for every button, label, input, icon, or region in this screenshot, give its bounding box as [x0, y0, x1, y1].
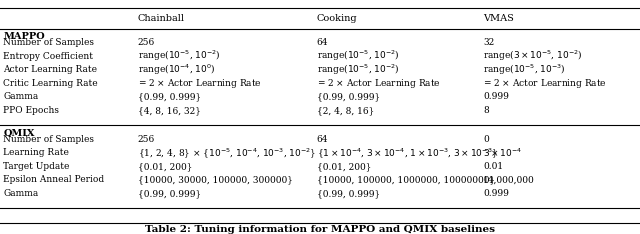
Text: Target Update: Target Update [3, 162, 70, 171]
Text: = 2 $\times$ Actor Learning Rate: = 2 $\times$ Actor Learning Rate [138, 77, 262, 90]
Text: range($10^{-4}$, $10^{0}$): range($10^{-4}$, $10^{0}$) [138, 62, 215, 77]
Text: 32: 32 [483, 38, 495, 47]
Text: {1, 2, 4, 8} $\times$ {$10^{-5}$, $10^{-4}$, $10^{-3}$, $10^{-2}$}: {1, 2, 4, 8} $\times$ {$10^{-5}$, $10^{-… [138, 146, 316, 160]
Text: QMIX: QMIX [3, 129, 35, 138]
Text: 0: 0 [483, 135, 489, 144]
Text: Epsilon Anneal Period: Epsilon Anneal Period [3, 176, 104, 184]
Text: Entropy Coefficient: Entropy Coefficient [3, 52, 93, 61]
Text: Cooking: Cooking [317, 14, 357, 23]
Text: 64: 64 [317, 38, 328, 47]
Text: 64: 64 [317, 135, 328, 144]
Text: = 2 $\times$ Actor Learning Rate: = 2 $\times$ Actor Learning Rate [483, 77, 607, 90]
Text: 0.01: 0.01 [483, 162, 503, 171]
Text: {$1 \times 10^{-4}$, $3 \times 10^{-4}$, $1 \times 10^{-3}$, $3 \times 10^{-3}$}: {$1 \times 10^{-4}$, $3 \times 10^{-4}$,… [317, 146, 497, 160]
Text: $3 \times 10^{-4}$: $3 \times 10^{-4}$ [483, 147, 522, 159]
Text: range($10^{-5}$, $10^{-2}$): range($10^{-5}$, $10^{-2}$) [317, 49, 399, 63]
Text: {0.99, 0.999}: {0.99, 0.999} [317, 189, 380, 198]
Text: Number of Samples: Number of Samples [3, 38, 94, 47]
Text: MAPPO: MAPPO [3, 32, 45, 41]
Text: VMAS: VMAS [483, 14, 514, 23]
Text: 0.999: 0.999 [483, 189, 509, 198]
Text: {0.01, 200}: {0.01, 200} [317, 162, 371, 171]
Text: {0.99, 0.999}: {0.99, 0.999} [317, 92, 380, 101]
Text: {4, 8, 16, 32}: {4, 8, 16, 32} [138, 106, 200, 115]
Text: 256: 256 [138, 135, 155, 144]
Text: Number of Samples: Number of Samples [3, 135, 94, 144]
Text: {0.99, 0.999}: {0.99, 0.999} [138, 92, 201, 101]
Text: range($3 \times 10^{-5}$, $10^{-2}$): range($3 \times 10^{-5}$, $10^{-2}$) [483, 49, 583, 63]
Text: range($10^{-5}$, $10^{-2}$): range($10^{-5}$, $10^{-2}$) [317, 62, 399, 77]
Text: range($10^{-5}$, $10^{-3}$): range($10^{-5}$, $10^{-3}$) [483, 62, 566, 77]
Text: {10000, 30000, 100000, 300000}: {10000, 30000, 100000, 300000} [138, 176, 292, 184]
Text: 256: 256 [138, 38, 155, 47]
Text: Critic Learning Rate: Critic Learning Rate [3, 79, 98, 88]
Text: 14,000,000: 14,000,000 [483, 176, 535, 184]
Text: Gamma: Gamma [3, 92, 38, 101]
Text: 8: 8 [483, 106, 489, 115]
Text: Chainball: Chainball [138, 14, 184, 23]
Text: range($10^{-5}$, $10^{-2}$): range($10^{-5}$, $10^{-2}$) [138, 49, 220, 63]
Text: {10000, 100000, 1000000, 10000000}: {10000, 100000, 1000000, 10000000} [317, 176, 495, 184]
Text: 0.999: 0.999 [483, 92, 509, 101]
Text: PPO Epochs: PPO Epochs [3, 106, 60, 115]
Text: {2, 4, 8, 16}: {2, 4, 8, 16} [317, 106, 374, 115]
Text: Gamma: Gamma [3, 189, 38, 198]
Text: Learning Rate: Learning Rate [3, 148, 69, 157]
Text: Table 2: Tuning information for MAPPO and QMIX baselines: Table 2: Tuning information for MAPPO an… [145, 225, 495, 234]
Text: = 2 $\times$ Actor Learning Rate: = 2 $\times$ Actor Learning Rate [317, 77, 441, 90]
Text: {0.99, 0.999}: {0.99, 0.999} [138, 189, 201, 198]
Text: {0.01, 200}: {0.01, 200} [138, 162, 192, 171]
Text: Actor Learning Rate: Actor Learning Rate [3, 65, 97, 74]
